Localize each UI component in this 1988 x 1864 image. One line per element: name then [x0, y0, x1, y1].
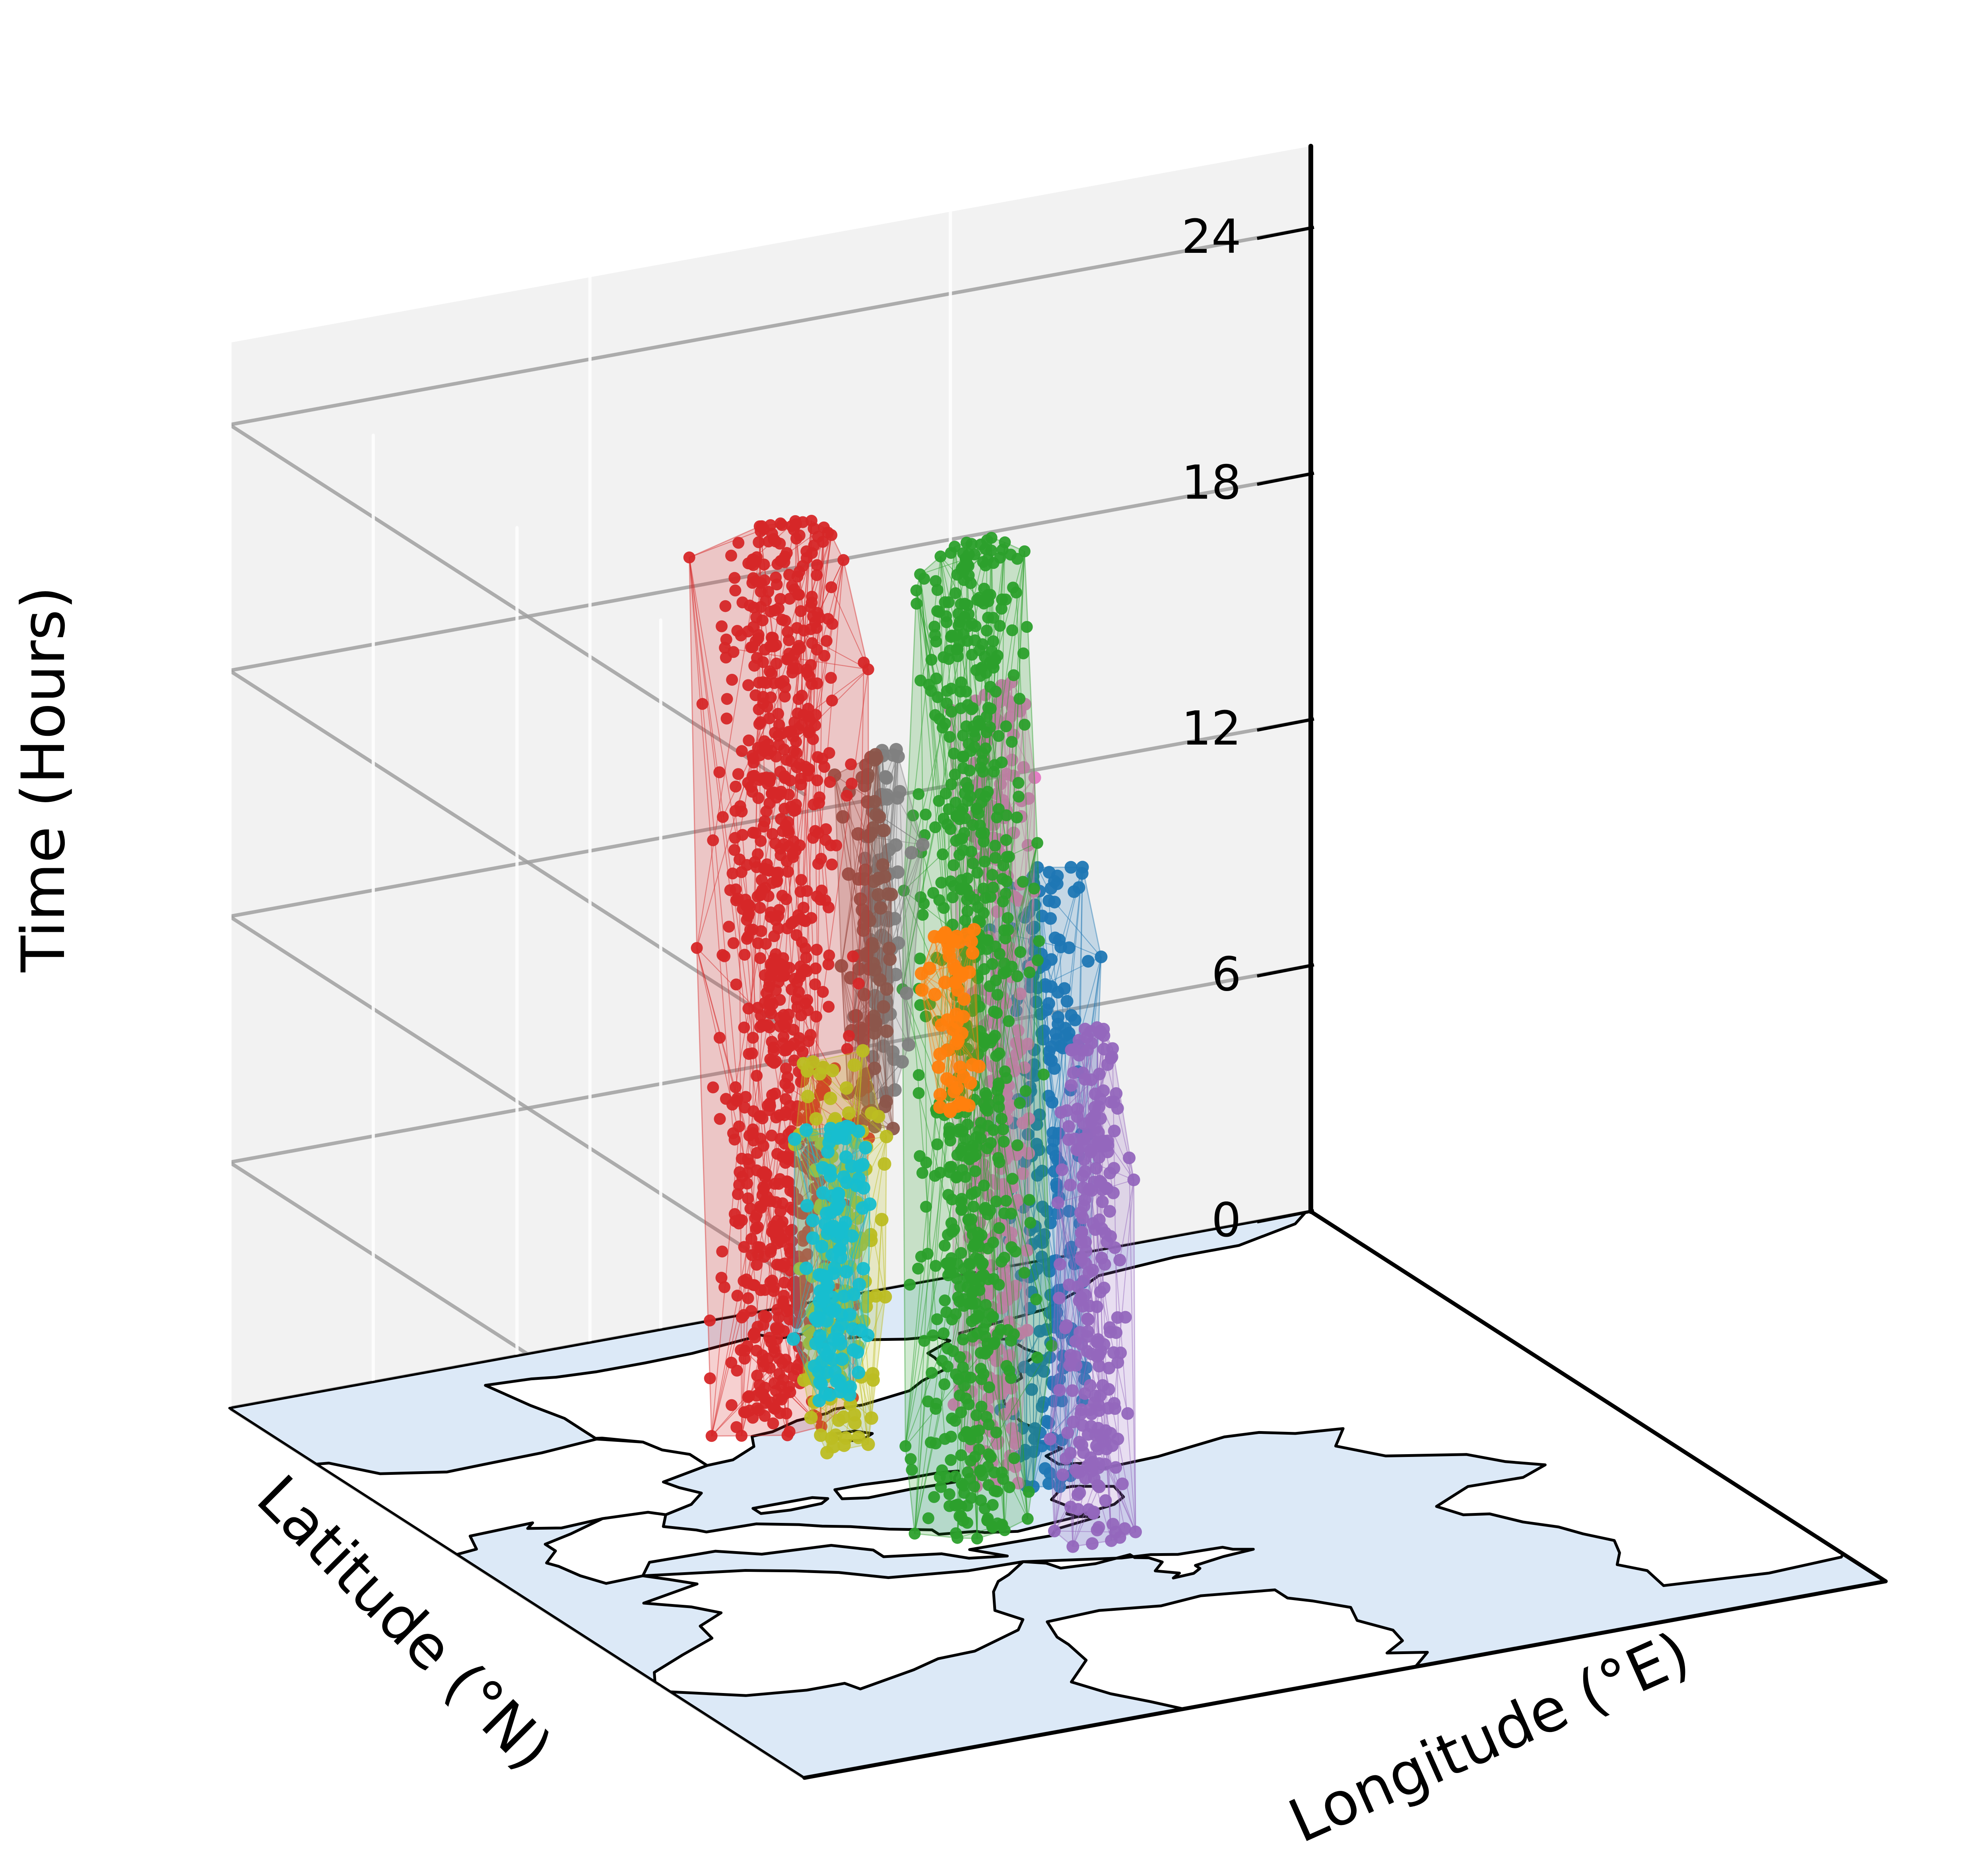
cluster-purple-points: [1044, 1021, 1142, 1553]
z-tick-label-0: 0: [1211, 1193, 1241, 1247]
coastline-balkans: [641, 1560, 1025, 1697]
cluster-purple: [1044, 1021, 1142, 1553]
z-axis-title: Time (Hours): [9, 586, 78, 972]
z-tick-label-2: 12: [1182, 701, 1241, 756]
z-tick-labels: 0 6 12 18 24: [1182, 209, 1241, 1247]
cluster-orange: [914, 923, 986, 1118]
cluster-red-points: [683, 515, 875, 1442]
gridline-z-left-2: [227, 718, 1313, 918]
z-axis: [1257, 144, 1314, 1224]
gridline-z-left-3: [227, 472, 1313, 673]
z-tick-label-3: 18: [1182, 455, 1241, 510]
cluster-cyan: [786, 1119, 877, 1408]
cluster-green-points: [896, 531, 1058, 1545]
coastline-greece: [1021, 1546, 1255, 1580]
cluster-cyan-points: [786, 1119, 877, 1408]
z-tick-mark-2: [1257, 717, 1314, 732]
z-tick-mark-1: [1257, 963, 1314, 978]
cluster-orange-points: [914, 923, 986, 1118]
coastline-italy: [544, 1511, 1100, 1585]
floor-edge-front-right: [802, 1579, 1888, 1780]
z-tick-label-1: 6: [1211, 947, 1241, 1001]
cluster-layer: [683, 515, 1142, 1553]
z-tick-mark-0: [1257, 1209, 1314, 1224]
z-tick-mark-4: [1257, 225, 1314, 240]
z-tick-mark-3: [1257, 471, 1314, 486]
floor-edge-front-left: [1309, 1209, 1888, 1583]
floor-edge-back-right: [228, 1407, 806, 1779]
gridline-z-left-4: [227, 226, 1313, 427]
coastline-corsica: [751, 1496, 829, 1515]
floor-edges: [228, 1209, 1888, 1780]
z-tick-label-4: 24: [1182, 209, 1241, 264]
